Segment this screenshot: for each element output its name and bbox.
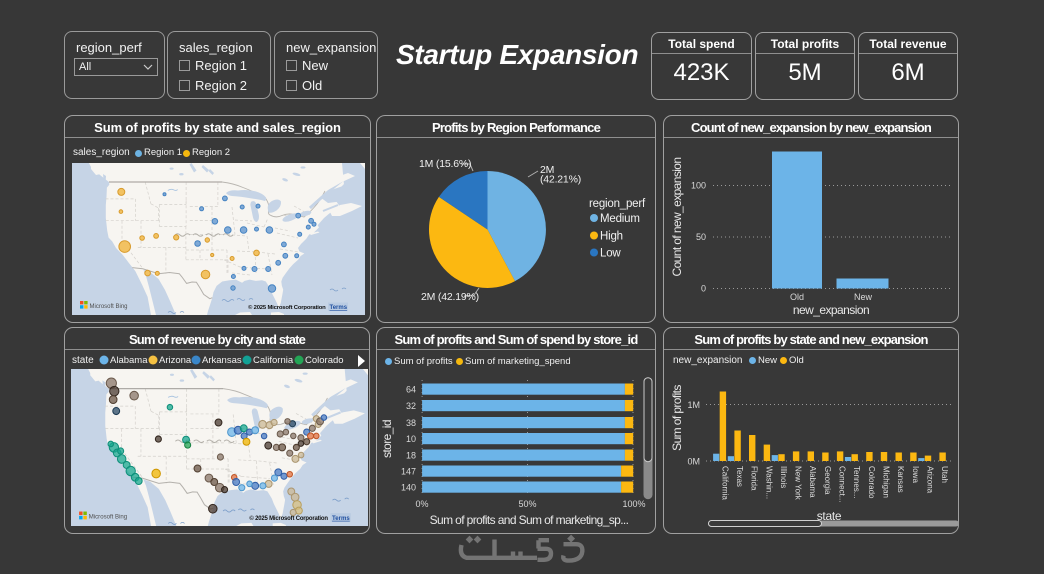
svg-text:0M: 0M xyxy=(687,457,700,467)
svg-text:50: 50 xyxy=(696,232,706,242)
svg-text:New York: New York xyxy=(794,466,803,501)
svg-text:California: California xyxy=(720,466,729,500)
svg-text:Sum of profits and Sum of mark: Sum of profits and Sum of marketing_sp..… xyxy=(430,513,629,527)
svg-text:Sum of profits: Sum of profits xyxy=(670,385,684,451)
svg-text:100: 100 xyxy=(691,181,706,191)
svg-text:32: 32 xyxy=(406,401,416,411)
svg-text:High: High xyxy=(600,231,623,243)
svg-text:0%: 0% xyxy=(415,499,428,509)
svg-text:New: New xyxy=(854,292,873,302)
svg-text:Microsoft Bing: Microsoft Bing xyxy=(89,514,128,521)
svg-text:store_id: store_id xyxy=(380,420,394,458)
svg-text:Terms: Terms xyxy=(330,305,348,311)
svg-text:Kansas: Kansas xyxy=(896,466,905,493)
svg-text:1M: 1M xyxy=(687,400,700,410)
svg-text:Alabama: Alabama xyxy=(808,466,817,498)
svg-text:Illinois: Illinois xyxy=(779,466,788,488)
svg-text:new_expansion: new_expansion xyxy=(793,303,869,317)
svg-text:0: 0 xyxy=(701,284,706,294)
svg-text:© 2025 Microsoft Corporation: © 2025 Microsoft Corporation xyxy=(249,515,328,522)
svg-text:Low: Low xyxy=(600,248,621,260)
svg-text:2M: 2M xyxy=(540,164,554,176)
svg-text:10: 10 xyxy=(406,434,416,444)
svg-text:Texas: Texas xyxy=(735,466,744,487)
svg-text:state: state xyxy=(817,509,842,523)
svg-text:50%: 50% xyxy=(518,499,536,509)
svg-text:Colorado: Colorado xyxy=(867,466,876,499)
svg-text:18: 18 xyxy=(406,451,416,461)
svg-text:Arizona: Arizona xyxy=(925,466,934,494)
svg-text:Connect...: Connect... xyxy=(838,466,847,502)
svg-text:100%: 100% xyxy=(622,499,645,509)
svg-text:Florida: Florida xyxy=(750,466,759,491)
svg-text:1M (15.6%): 1M (15.6%) xyxy=(419,158,471,170)
svg-text:Washin...: Washin... xyxy=(764,466,773,499)
svg-text:Utah: Utah xyxy=(940,466,949,483)
svg-text:Terms: Terms xyxy=(332,515,350,522)
svg-text:Medium: Medium xyxy=(600,213,640,225)
svg-text:Iowa: Iowa xyxy=(911,466,920,483)
svg-text:140: 140 xyxy=(401,483,416,493)
svg-text:© 2025 Microsoft Corporation: © 2025 Microsoft Corporation xyxy=(248,304,326,311)
svg-text:Old: Old xyxy=(790,292,804,302)
svg-text:Michigan: Michigan xyxy=(881,466,890,498)
svg-text:Microsoft Bing: Microsoft Bing xyxy=(90,304,128,310)
svg-text:147: 147 xyxy=(401,467,416,477)
svg-text:Tennes...: Tennes... xyxy=(852,466,861,498)
svg-text:(42.21%): (42.21%) xyxy=(540,174,581,186)
svg-text:64: 64 xyxy=(406,385,416,395)
svg-text:region_perf: region_perf xyxy=(589,198,646,210)
svg-text:Georgia: Georgia xyxy=(823,466,832,495)
svg-text:Count of new_expansion: Count of new_expansion xyxy=(670,158,684,277)
svg-text:38: 38 xyxy=(406,418,416,428)
svg-text:2M (42.19%): 2M (42.19%) xyxy=(421,291,479,303)
